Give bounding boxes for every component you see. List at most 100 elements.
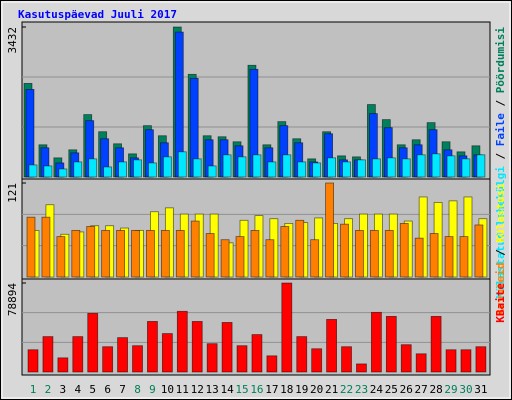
bar (221, 322, 233, 373)
bar (325, 182, 335, 278)
legend: Külastatud lehekülgi / Faile / Pöördumis… (494, 27, 507, 299)
bar (118, 161, 127, 178)
bar (357, 159, 366, 178)
bar (207, 165, 217, 178)
y-tick-label: 78894 (6, 283, 19, 316)
bar (342, 161, 351, 178)
bar (369, 229, 379, 278)
bar (191, 321, 203, 373)
bar (237, 156, 247, 178)
bar (205, 233, 215, 278)
legend: KBaite (494, 283, 507, 323)
bar (132, 345, 143, 373)
y-tick-label: 121 (6, 183, 19, 203)
x-tick-label: 31 (474, 383, 487, 396)
bar (265, 239, 275, 278)
bar (475, 346, 487, 373)
bar (27, 349, 39, 373)
bar (251, 334, 263, 373)
bar (370, 311, 382, 373)
legend-separator: / (494, 93, 507, 113)
x-tick-label: 15 (235, 383, 248, 396)
bar (326, 319, 338, 373)
bar (459, 236, 469, 278)
x-tick-label: 19 (295, 383, 308, 396)
bar (399, 222, 409, 278)
x-tick-label: 8 (134, 383, 141, 396)
legend-separator: / (494, 243, 507, 263)
chart-title: Kasutuspäevad Juuli 2017 (18, 8, 177, 21)
bar (192, 158, 202, 178)
legend-entry: Pöördumisi (494, 27, 507, 94)
x-tick-label: 30 (459, 383, 472, 396)
bar (430, 315, 442, 373)
x-tick-label: 21 (325, 383, 338, 396)
bar (356, 363, 367, 373)
x-tick-label: 14 (220, 383, 234, 396)
x-tick-label: 12 (191, 383, 204, 396)
x-tick-label: 25 (385, 383, 398, 396)
bar (41, 216, 51, 278)
bar (414, 237, 424, 278)
x-tick-label: 1 (30, 383, 37, 396)
x-tick-label: 10 (161, 383, 174, 396)
legend: Arvuteid / Külastusi (494, 183, 507, 316)
bar (56, 236, 66, 278)
bar (327, 157, 337, 178)
bar (282, 154, 292, 178)
bar (73, 161, 83, 178)
bar (146, 229, 155, 278)
bar (177, 151, 187, 178)
x-tick-label: 23 (355, 383, 368, 396)
x-tick-label: 11 (176, 383, 189, 396)
bar (311, 348, 323, 373)
bar (295, 219, 305, 278)
x-tick-label: 16 (250, 383, 263, 396)
bar (431, 153, 441, 178)
legend-entry: KBaite (494, 283, 507, 323)
bar (476, 154, 486, 178)
legend-separator: / (494, 146, 507, 166)
bar (26, 216, 36, 278)
bar (460, 349, 472, 373)
x-tick-label: 26 (400, 383, 413, 396)
bar (72, 336, 84, 373)
bar (474, 224, 484, 278)
bar (148, 162, 157, 178)
x-tick-label: 4 (74, 383, 81, 396)
bar (446, 155, 456, 178)
x-tick-label: 3 (60, 383, 67, 396)
bar (401, 158, 411, 178)
bar (102, 346, 114, 373)
bar (57, 357, 69, 373)
bar (341, 346, 352, 373)
bar (267, 161, 277, 178)
bar (25, 89, 35, 178)
x-tick-label: 5 (89, 383, 96, 396)
bar (190, 220, 200, 278)
x-tick-label: 6 (104, 383, 111, 396)
x-tick-label: 17 (265, 383, 278, 396)
bar (43, 165, 53, 178)
bar (400, 344, 412, 373)
bar (252, 154, 262, 178)
bar (310, 239, 320, 278)
x-tick-label: 28 (429, 383, 442, 396)
legend-entry: Külastatud lehekülgi (494, 166, 507, 299)
bar (160, 229, 170, 278)
bar (429, 233, 439, 278)
bar (147, 321, 158, 373)
bar (222, 154, 232, 178)
bar (101, 229, 111, 278)
bar (236, 345, 248, 373)
bar (42, 336, 54, 373)
x-tick-label: 13 (206, 383, 219, 396)
x-tick-label: 9 (149, 383, 156, 396)
bar (133, 159, 142, 178)
x-tick-label: 24 (370, 383, 384, 396)
bar (386, 157, 396, 178)
bar (371, 158, 381, 178)
bar (296, 336, 308, 373)
bar (161, 333, 173, 373)
